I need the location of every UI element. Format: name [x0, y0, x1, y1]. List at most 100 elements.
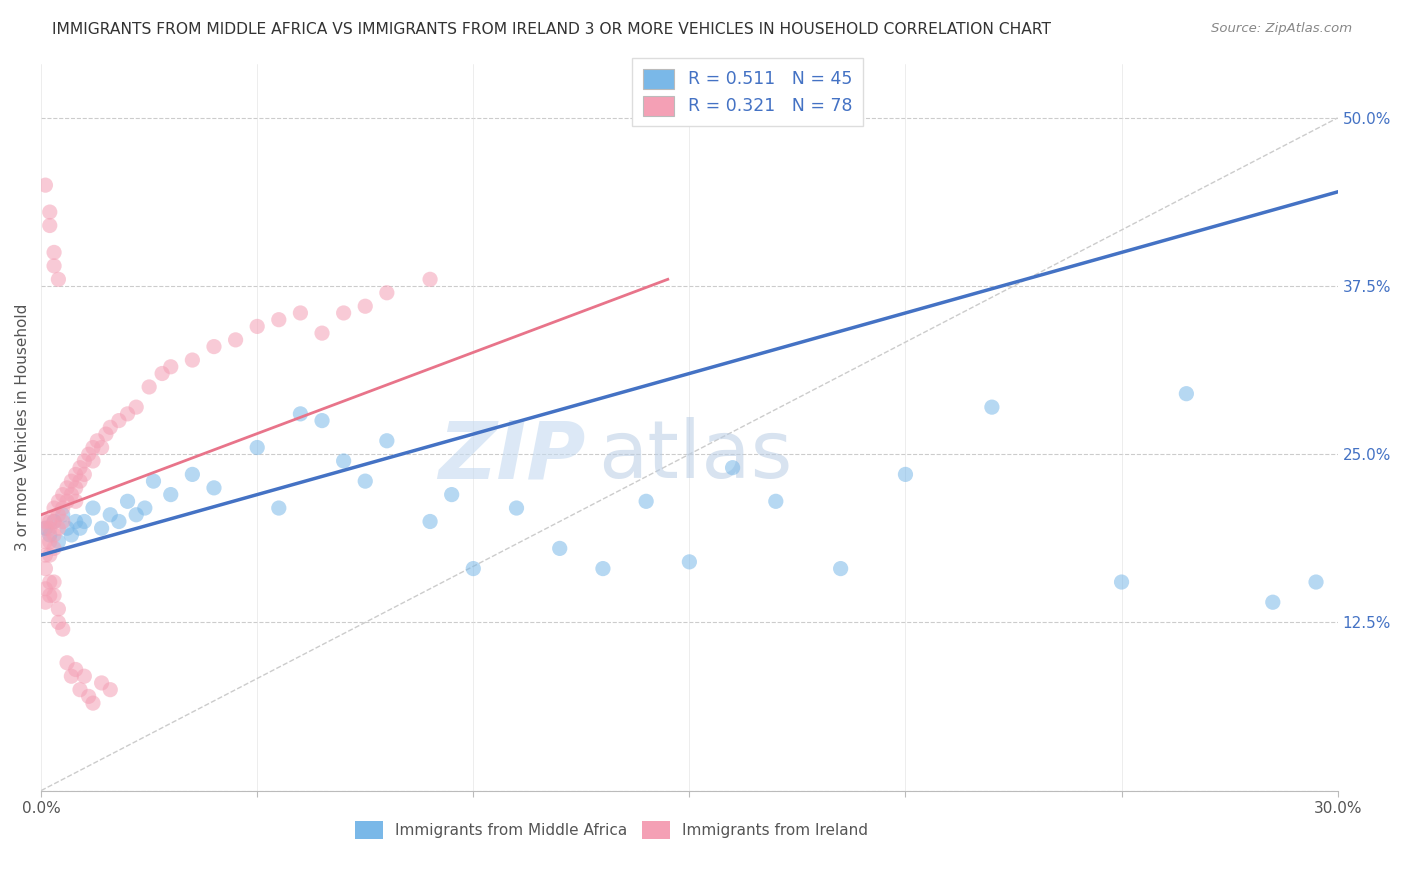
Point: [134, 501, 156, 516]
Point: [375, 434, 398, 448]
Point: [202, 340, 225, 354]
Point: [60, 528, 83, 542]
Point: [34, 582, 56, 596]
Point: [73, 669, 96, 683]
Point: [38, 521, 60, 535]
Point: [82, 454, 104, 468]
Point: [125, 508, 148, 522]
Text: ZIP: ZIP: [439, 417, 586, 495]
Point: [73, 467, 96, 482]
Point: [56, 481, 79, 495]
Point: [98, 682, 121, 697]
Point: [463, 561, 485, 575]
Point: [290, 407, 312, 421]
Point: [65, 494, 87, 508]
Point: [48, 508, 70, 522]
Point: [38, 205, 60, 219]
Point: [894, 467, 917, 482]
Point: [38, 515, 60, 529]
Point: [548, 541, 571, 556]
Point: [117, 407, 139, 421]
Point: [60, 669, 83, 683]
Point: [117, 494, 139, 508]
Point: [38, 548, 60, 562]
Point: [42, 245, 65, 260]
Point: [42, 259, 65, 273]
Point: [419, 272, 441, 286]
Point: [42, 575, 65, 590]
Point: [678, 555, 700, 569]
Point: [34, 561, 56, 575]
Point: [69, 474, 91, 488]
Point: [90, 521, 112, 535]
Point: [34, 595, 56, 609]
Point: [1175, 386, 1198, 401]
Point: [48, 494, 70, 508]
Point: [38, 219, 60, 233]
Point: [52, 508, 75, 522]
Point: [38, 528, 60, 542]
Point: [1305, 575, 1327, 590]
Point: [48, 272, 70, 286]
Point: [52, 501, 75, 516]
Point: [354, 299, 377, 313]
Point: [77, 690, 100, 704]
Text: atlas: atlas: [599, 417, 793, 495]
Point: [311, 326, 333, 340]
Point: [142, 474, 165, 488]
Point: [69, 682, 91, 697]
Point: [38, 534, 60, 549]
Point: [65, 663, 87, 677]
Point: [267, 312, 290, 326]
Point: [73, 454, 96, 468]
Point: [42, 541, 65, 556]
Point: [86, 434, 108, 448]
Point: [52, 622, 75, 636]
Point: [90, 676, 112, 690]
Point: [108, 414, 131, 428]
Point: [98, 420, 121, 434]
Point: [42, 515, 65, 529]
Point: [65, 481, 87, 495]
Point: [246, 441, 269, 455]
Point: [202, 481, 225, 495]
Point: [830, 561, 852, 575]
Point: [225, 333, 247, 347]
Point: [65, 515, 87, 529]
Point: [505, 501, 527, 516]
Point: [150, 367, 173, 381]
Point: [38, 575, 60, 590]
Point: [419, 515, 441, 529]
Text: IMMIGRANTS FROM MIDDLE AFRICA VS IMMIGRANTS FROM IRELAND 3 OR MORE VEHICLES IN H: IMMIGRANTS FROM MIDDLE AFRICA VS IMMIGRA…: [52, 22, 1052, 37]
Point: [290, 306, 312, 320]
Point: [34, 521, 56, 535]
Point: [34, 534, 56, 549]
Point: [65, 467, 87, 482]
Point: [267, 501, 290, 516]
Point: [42, 528, 65, 542]
Point: [138, 380, 160, 394]
Point: [125, 400, 148, 414]
Point: [73, 515, 96, 529]
Point: [636, 494, 658, 508]
Point: [375, 285, 398, 300]
Point: [246, 319, 269, 334]
Point: [34, 515, 56, 529]
Point: [82, 441, 104, 455]
Point: [332, 454, 354, 468]
Point: [52, 487, 75, 501]
Point: [82, 501, 104, 516]
Point: [34, 521, 56, 535]
Point: [980, 400, 1002, 414]
Point: [42, 501, 65, 516]
Point: [38, 589, 60, 603]
Point: [60, 474, 83, 488]
Point: [1261, 595, 1284, 609]
Point: [56, 494, 79, 508]
Point: [48, 534, 70, 549]
Point: [332, 306, 354, 320]
Point: [181, 353, 204, 368]
Point: [48, 602, 70, 616]
Point: [48, 615, 70, 630]
Point: [52, 515, 75, 529]
